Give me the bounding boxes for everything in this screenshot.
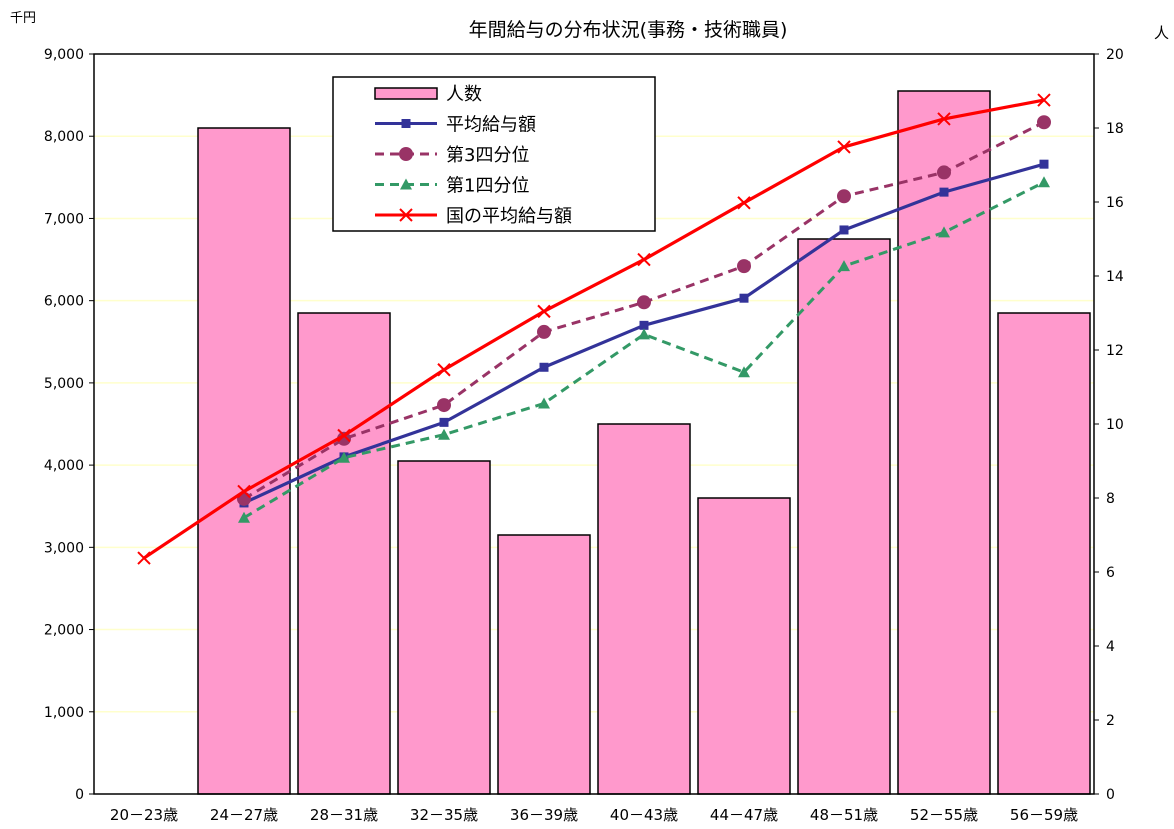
y-right-tick-label: 6 [1106,565,1115,581]
y-left-tick-label: 1,000 [44,705,84,721]
point-marker [938,226,950,238]
point-marker [437,398,451,413]
legend-label: 第1四分位 [446,176,529,197]
point-marker [937,165,951,180]
chart-title: 年間給与の分布状況(事務・技術職員) [469,19,788,41]
legend-label: 人数 [446,84,482,105]
bar [897,90,991,795]
point-marker [637,252,651,267]
bar [497,534,591,795]
point-marker [539,362,549,372]
point-marker [238,511,250,523]
point-marker [399,147,413,161]
point-marker [338,451,350,463]
x-tick-label: 44－47歳 [710,806,778,824]
legend-swatch [374,87,438,100]
y-right-tick-label: 16 [1106,195,1124,211]
x-tick-label: 52－55歳 [910,806,978,824]
y-left-tick-label: 7,000 [44,211,84,227]
y-left-unit: 千円 [10,11,36,26]
series-line [243,180,1045,520]
bar [797,238,891,795]
y-right-tick-label: 14 [1106,269,1124,285]
x-tick-label: 28－31歳 [310,806,378,824]
point-marker [137,551,151,565]
y-left-tick-label: 5,000 [44,376,84,392]
point-marker [639,320,649,330]
point-marker [837,189,851,204]
x-tick-label: 32－35歳 [410,806,478,824]
point-marker [637,295,651,310]
y-left-tick-label: 6,000 [44,294,84,310]
legend-label: 国の平均給与額 [446,206,572,227]
y-left-tick-label: 0 [75,787,84,803]
bar [297,312,391,795]
bar [197,127,291,795]
lines [137,93,1051,565]
point-marker [939,187,949,197]
legend-box [332,76,656,232]
point-marker [739,293,749,303]
y-right-tick-label: 18 [1106,121,1124,137]
point-marker [1037,115,1051,130]
point-marker [638,328,650,340]
bars [197,90,1091,795]
y-right-tick-label: 20 [1106,47,1124,63]
y-right-tick-label: 2 [1106,713,1115,729]
point-marker [738,366,750,378]
point-marker [337,431,351,446]
point-marker [537,324,551,339]
point-marker [537,304,551,319]
point-marker [839,225,849,235]
point-marker [937,112,951,126]
y-right-tick-label: 0 [1106,787,1115,803]
point-marker [400,178,412,190]
point-marker [438,428,450,440]
y-left-tick-label: 9,000 [44,47,84,63]
x-tick-label: 20－23歳 [110,806,178,824]
point-marker [838,260,850,272]
x-tick-label: 40－43歳 [610,806,678,824]
point-marker [401,119,411,128]
point-marker [837,140,851,154]
axes: 0 1,000 2,000 3,000 4,000 5,000 6,000 7,000 8,00… [44,47,1124,824]
point-marker [337,428,351,443]
legend-label: 平均給与額 [446,115,536,136]
y-right-tick-label: 12 [1106,343,1124,359]
point-marker [237,484,251,499]
y-left-tick-label: 3,000 [44,540,84,556]
point-marker [1039,159,1049,169]
y-left-tick-label: 4,000 [44,458,84,474]
point-marker [737,259,751,274]
bar [997,312,1091,795]
point-marker [1037,93,1051,107]
x-tick-label: 48－51歳 [810,806,878,824]
y-left-tick-label: 8,000 [44,129,84,145]
point-marker [1038,176,1050,188]
bar [597,423,691,795]
x-tick-label: 36－39歳 [510,806,578,824]
point-marker [437,363,451,377]
point-marker [538,397,550,409]
point-marker [439,417,449,427]
point-marker [399,208,413,222]
x-tick-label: 24－27歳 [210,806,278,824]
y-right-unit: 人 [1154,24,1169,42]
bar [697,497,791,795]
x-tick-label: 56－59歳 [1010,806,1078,824]
legend-label: 第3四分位 [446,145,529,166]
y-right-tick-label: 4 [1106,639,1115,655]
bar [397,460,491,795]
point-marker [737,196,751,210]
y-right-tick-label: 10 [1106,417,1124,433]
series-line [143,98,1045,560]
y-left-tick-label: 2,000 [44,623,84,639]
y-right-tick-label: 8 [1106,491,1115,507]
